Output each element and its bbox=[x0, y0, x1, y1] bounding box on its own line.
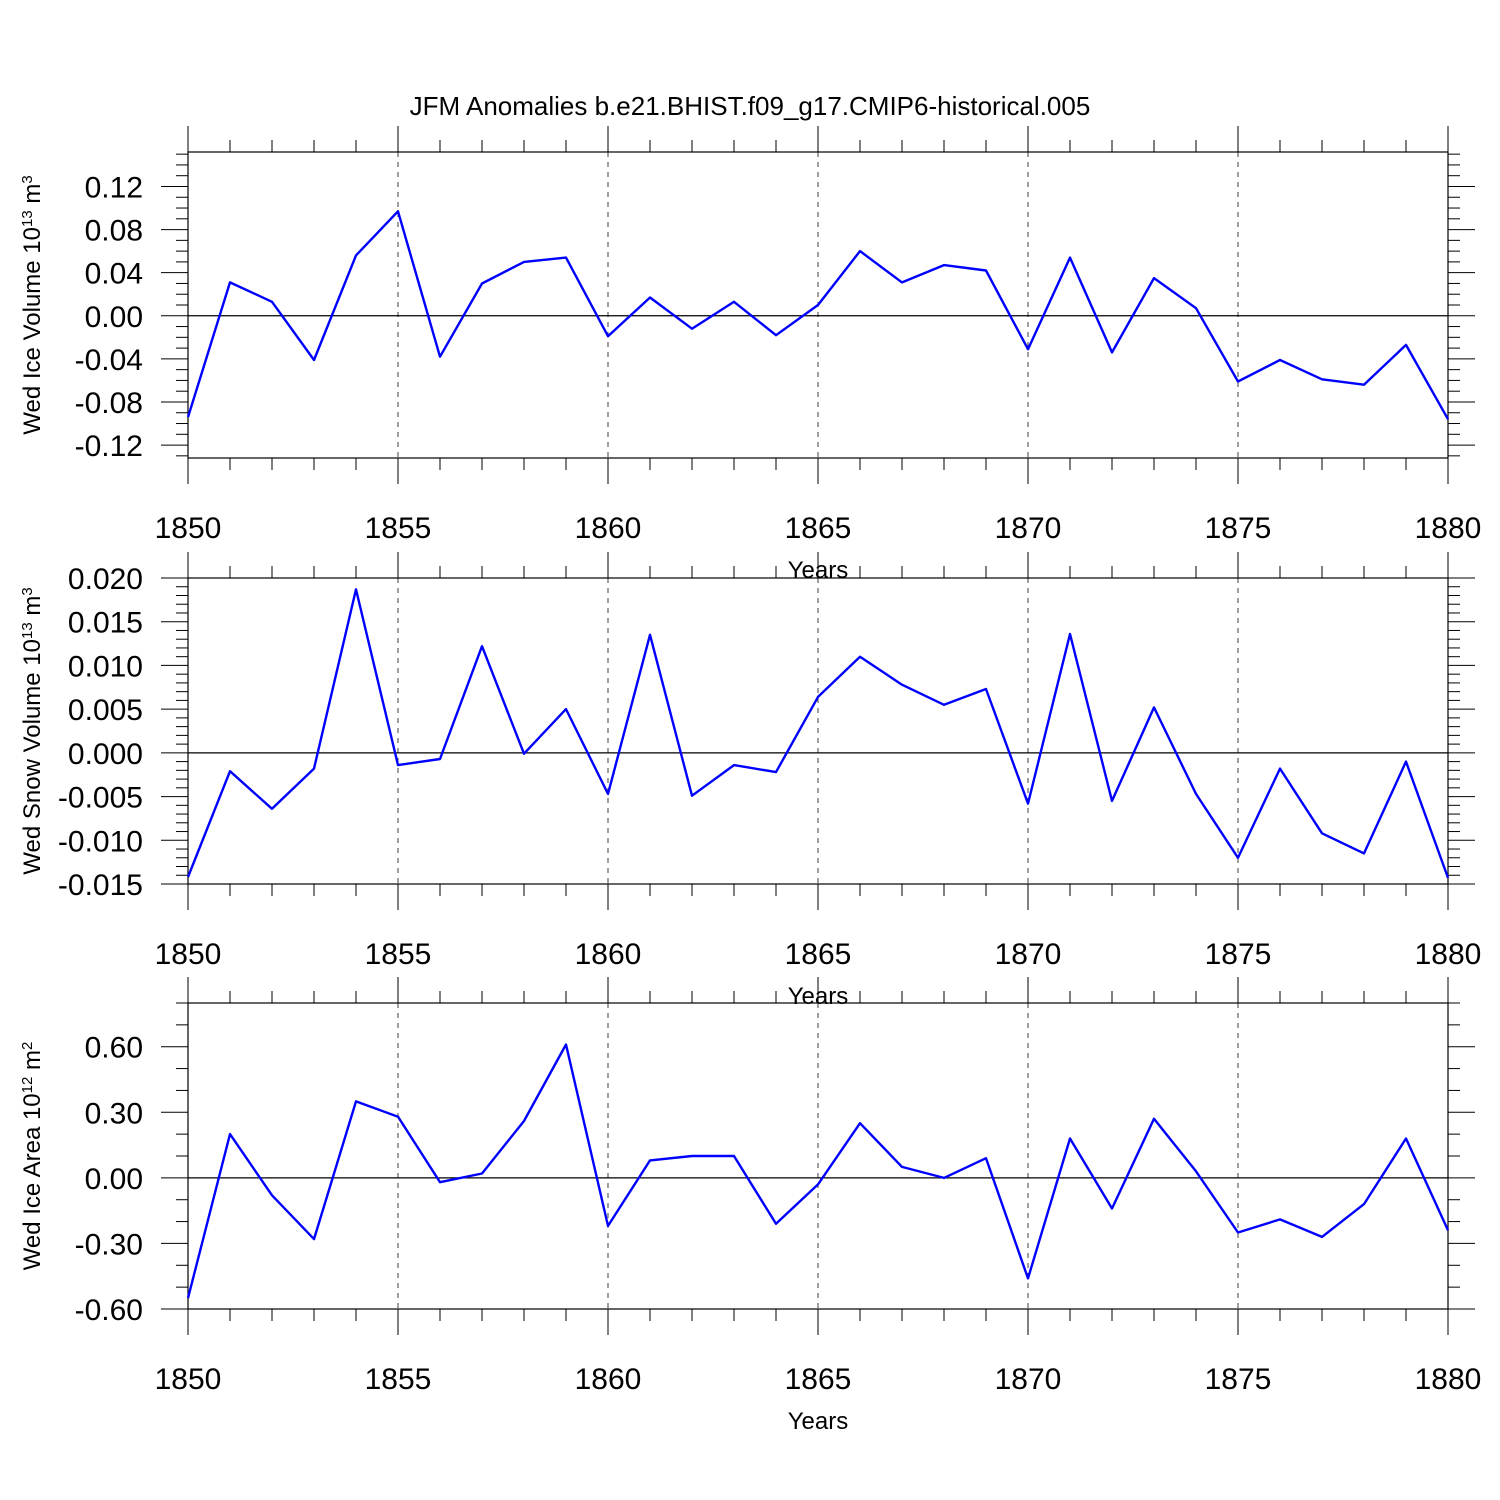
x-tick-label: 1875 bbox=[1205, 938, 1272, 971]
y-tick-label: -0.04 bbox=[75, 344, 143, 377]
x-tick-label: 1855 bbox=[365, 1363, 432, 1396]
y-axis-title-part: Wed Snow Volume 10 bbox=[19, 639, 46, 875]
y-axis-title-superscript: 3 bbox=[19, 587, 36, 595]
y-tick-label: 0.015 bbox=[68, 607, 143, 640]
series-line-ice-volume bbox=[186, 210, 1450, 420]
x-tick-label: 1860 bbox=[575, 938, 642, 971]
x-tick-label: 1865 bbox=[785, 512, 852, 545]
y-tick-label: -0.08 bbox=[75, 387, 143, 420]
x-tick-label: 1850 bbox=[155, 1363, 222, 1396]
x-tick-label: 1880 bbox=[1415, 1363, 1482, 1396]
y-axis-title-part: m bbox=[19, 184, 46, 211]
x-tick-label: 1865 bbox=[785, 938, 852, 971]
panel-ice-area: -0.60 -0.30 0.00 0.30 0.60 1850 1855 1860 1865 18… bbox=[19, 977, 1482, 1435]
x-tick-label: 1870 bbox=[995, 512, 1062, 545]
series-line-snow-volume bbox=[186, 588, 1450, 879]
y-tick-label: -0.12 bbox=[75, 430, 143, 463]
y-axis-title-part: m bbox=[19, 1050, 46, 1077]
figure-title: JFM Anomalies b.e21.BHIST.f09_g17.CMIP6-… bbox=[410, 91, 1091, 121]
y-axis-title-superscript: 13 bbox=[19, 210, 36, 227]
x-tick-label: 1870 bbox=[995, 1363, 1062, 1396]
x-axis-title: Years bbox=[788, 1408, 849, 1435]
y-tick-label: -0.60 bbox=[75, 1294, 143, 1327]
y-tick-label: -0.015 bbox=[58, 869, 143, 902]
series-line-ice-area bbox=[186, 1043, 1450, 1299]
x-tick-label: 1875 bbox=[1205, 512, 1272, 545]
x-tick-label: 1850 bbox=[155, 512, 222, 545]
y-axis-title-part: Wed Ice Volume 10 bbox=[19, 227, 46, 435]
x-tick-label: 1860 bbox=[575, 512, 642, 545]
x-tick-label: 1870 bbox=[995, 938, 1062, 971]
x-tick-label: 1880 bbox=[1415, 512, 1482, 545]
y-tick-label: -0.005 bbox=[58, 782, 143, 815]
y-tick-label: 0.020 bbox=[68, 563, 143, 596]
x-tick-label: 1875 bbox=[1205, 1363, 1272, 1396]
y-axis-title-superscript: 12 bbox=[19, 1077, 36, 1094]
y-tick-label: 0.005 bbox=[68, 694, 143, 727]
y-axis-title: Wed Ice Volume 1013 m3 bbox=[19, 175, 47, 434]
x-tick-label: 1855 bbox=[365, 938, 432, 971]
x-tick-label: 1880 bbox=[1415, 938, 1482, 971]
y-axis-title-superscript: 2 bbox=[19, 1042, 36, 1050]
x-tick-label: 1855 bbox=[365, 512, 432, 545]
panel-snow-volume: -0.015 -0.010 -0.005 0.000 0.005 0.010 0.015 0.… bbox=[19, 552, 1482, 1010]
y-tick-label: 0.08 bbox=[85, 215, 143, 248]
y-axis-title-part: m bbox=[19, 596, 46, 623]
y-axis-title: Wed Ice Area 1012 m2 bbox=[19, 1042, 47, 1271]
panels: -0.12 -0.08 -0.04 0.00 0.04 0.08 0.12 1850 1855 1… bbox=[19, 126, 1482, 1435]
y-axis-title-superscript: 13 bbox=[19, 622, 36, 639]
y-axis-title-superscript: 3 bbox=[19, 175, 36, 183]
y-tick-label: 0.12 bbox=[85, 171, 143, 204]
y-tick-label: 0.000 bbox=[68, 738, 143, 771]
y-axis-title: Wed Snow Volume 1013 m3 bbox=[19, 587, 47, 874]
y-tick-label: 0.00 bbox=[85, 301, 143, 334]
y-tick-label: 0.60 bbox=[85, 1032, 143, 1065]
y-axis-title-part: Wed Ice Area 10 bbox=[19, 1093, 46, 1270]
x-tick-label: 1850 bbox=[155, 938, 222, 971]
y-tick-label: -0.010 bbox=[58, 825, 143, 858]
panel-ice-volume: -0.12 -0.08 -0.04 0.00 0.04 0.08 0.12 1850 1855 1… bbox=[19, 126, 1482, 584]
y-tick-label: 0.30 bbox=[85, 1097, 143, 1130]
x-tick-label: 1865 bbox=[785, 1363, 852, 1396]
y-tick-label: 0.04 bbox=[85, 258, 143, 291]
y-tick-label: -0.30 bbox=[75, 1228, 143, 1261]
y-tick-label: 0.010 bbox=[68, 650, 143, 683]
y-tick-label: 0.00 bbox=[85, 1163, 143, 1196]
x-tick-label: 1860 bbox=[575, 1363, 642, 1396]
